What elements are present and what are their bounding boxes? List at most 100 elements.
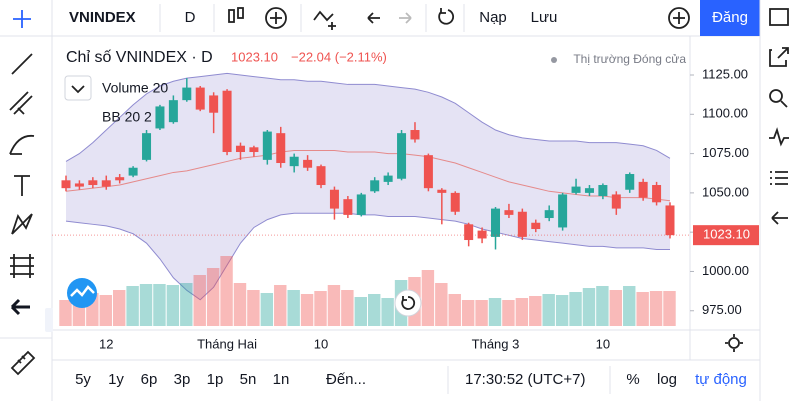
volume-bar [233, 283, 247, 326]
candle-body [504, 210, 514, 215]
candle-body [155, 106, 165, 129]
volume-bar [663, 291, 676, 326]
last-price-box [693, 225, 759, 246]
candle-body [168, 100, 178, 123]
volume-bar [649, 291, 663, 326]
popout-icon[interactable] [769, 47, 789, 67]
band-fill [66, 73, 670, 300]
candle-body [397, 133, 407, 179]
auto-toggle[interactable]: tự động [695, 371, 747, 388]
brush-tool[interactable] [9, 134, 35, 155]
undo-icon[interactable] [367, 12, 380, 24]
text-tool[interactable] [14, 175, 30, 196]
range-button[interactable]: 6p [141, 371, 158, 388]
candle-body [316, 166, 326, 186]
pulse-icon[interactable] [769, 127, 789, 147]
volume-bar [220, 256, 233, 326]
volume-bar [327, 285, 341, 326]
collapse-icon[interactable] [771, 211, 788, 225]
candle-type-icon[interactable] [228, 7, 244, 23]
volume-bar [112, 290, 126, 326]
pattern-tool[interactable] [11, 213, 33, 235]
redo-icon[interactable] [399, 12, 412, 24]
candle-body [410, 130, 420, 140]
candle-body [611, 194, 621, 209]
log-toggle[interactable]: log [657, 371, 677, 388]
reset-icon[interactable] [438, 8, 455, 25]
logo[interactable] [67, 278, 97, 308]
settings-icon[interactable] [725, 334, 743, 352]
pitchfork-tool[interactable] [9, 91, 33, 115]
volume-bar [609, 290, 623, 326]
clock[interactable]: 17:30:52 (UTC+7) [465, 371, 585, 388]
watchlist-icon[interactable] [769, 8, 789, 26]
volume-bar [515, 298, 529, 326]
search-icon[interactable] [769, 89, 788, 108]
x-tick-label: 10 [314, 336, 328, 351]
prediction-tool[interactable] [10, 254, 34, 278]
candle-body [222, 90, 232, 153]
price-change: −22.04 (−2.11%) [291, 49, 387, 64]
publish-button[interactable]: Đăng [712, 9, 748, 26]
candle-body [289, 156, 299, 167]
volume-bar [59, 300, 72, 326]
goto-date[interactable]: Đến... [326, 371, 366, 388]
ruler-tool[interactable] [10, 350, 36, 376]
candle-body [571, 186, 581, 193]
list-icon[interactable] [770, 171, 788, 185]
x-tick-label: 10 [596, 336, 610, 351]
range-button[interactable]: 1y [108, 371, 124, 388]
side-handle[interactable] [45, 308, 53, 332]
candle-body [517, 211, 527, 237]
y-tick-label: 1075.00 [702, 145, 749, 160]
volume-bar [542, 294, 555, 326]
candle-body [101, 180, 111, 187]
compare-icon[interactable] [313, 10, 336, 30]
indicator-icon[interactable] [265, 7, 287, 29]
volume-bar [488, 298, 502, 326]
range-button[interactable]: 5y [75, 371, 91, 388]
percent-toggle[interactable]: % [626, 371, 639, 388]
y-tick-label: 1100.00 [702, 106, 748, 121]
range-button[interactable]: 1p [207, 371, 224, 388]
volume-bar [126, 286, 139, 326]
hide-tools[interactable] [10, 298, 30, 316]
volume-bar [529, 296, 542, 326]
legend-toggle[interactable] [64, 75, 92, 101]
market-status: Thị trường Đóng cửa [573, 52, 686, 66]
load-button[interactable]: Nạp [479, 9, 507, 26]
candle-body [625, 174, 635, 190]
candle-body [383, 175, 393, 182]
volume-bar [623, 286, 636, 326]
volume-bar [300, 294, 314, 326]
right-tools [769, 8, 789, 225]
bb-legend: BB 20 2 [102, 109, 152, 125]
range-button[interactable]: 3p [174, 371, 191, 388]
trendline-tool[interactable] [11, 53, 33, 75]
candle-body [329, 189, 339, 209]
candle-body [209, 95, 219, 113]
volume-bar [206, 268, 220, 326]
y-tick-label: 1050.00 [702, 184, 749, 199]
candle-body [437, 189, 447, 193]
volume-bar [368, 294, 381, 326]
candle-body [638, 181, 648, 198]
candle-body [303, 159, 313, 168]
range-button[interactable]: 5n [240, 371, 257, 388]
symbol[interactable]: VNINDEX [69, 9, 136, 26]
publish-button-bg[interactable] [700, 0, 760, 36]
candle-body [74, 183, 84, 187]
volume-bar [502, 300, 515, 326]
volume-bar [99, 295, 112, 326]
candle-body [115, 177, 125, 181]
interval[interactable]: D [185, 9, 196, 26]
save-button[interactable]: Lưu [531, 9, 558, 26]
bb-lower-line [65, 212, 670, 301]
crosshair-tool[interactable] [13, 10, 31, 28]
reset-scale[interactable] [394, 289, 422, 317]
range-button[interactable]: 1n [273, 371, 290, 388]
add-icon[interactable] [668, 7, 690, 29]
volume-bar [569, 292, 582, 326]
candle-body [491, 208, 501, 237]
